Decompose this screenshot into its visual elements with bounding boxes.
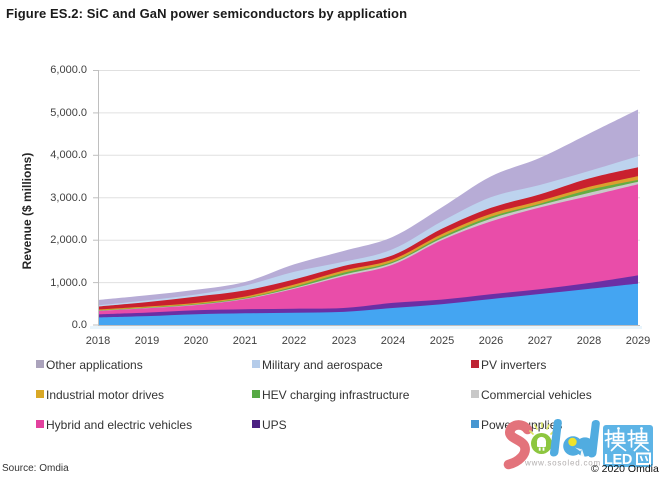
svg-text:LED: LED bbox=[604, 452, 632, 468]
svg-text:www.sosoled.com: www.sosoled.com bbox=[524, 459, 601, 468]
